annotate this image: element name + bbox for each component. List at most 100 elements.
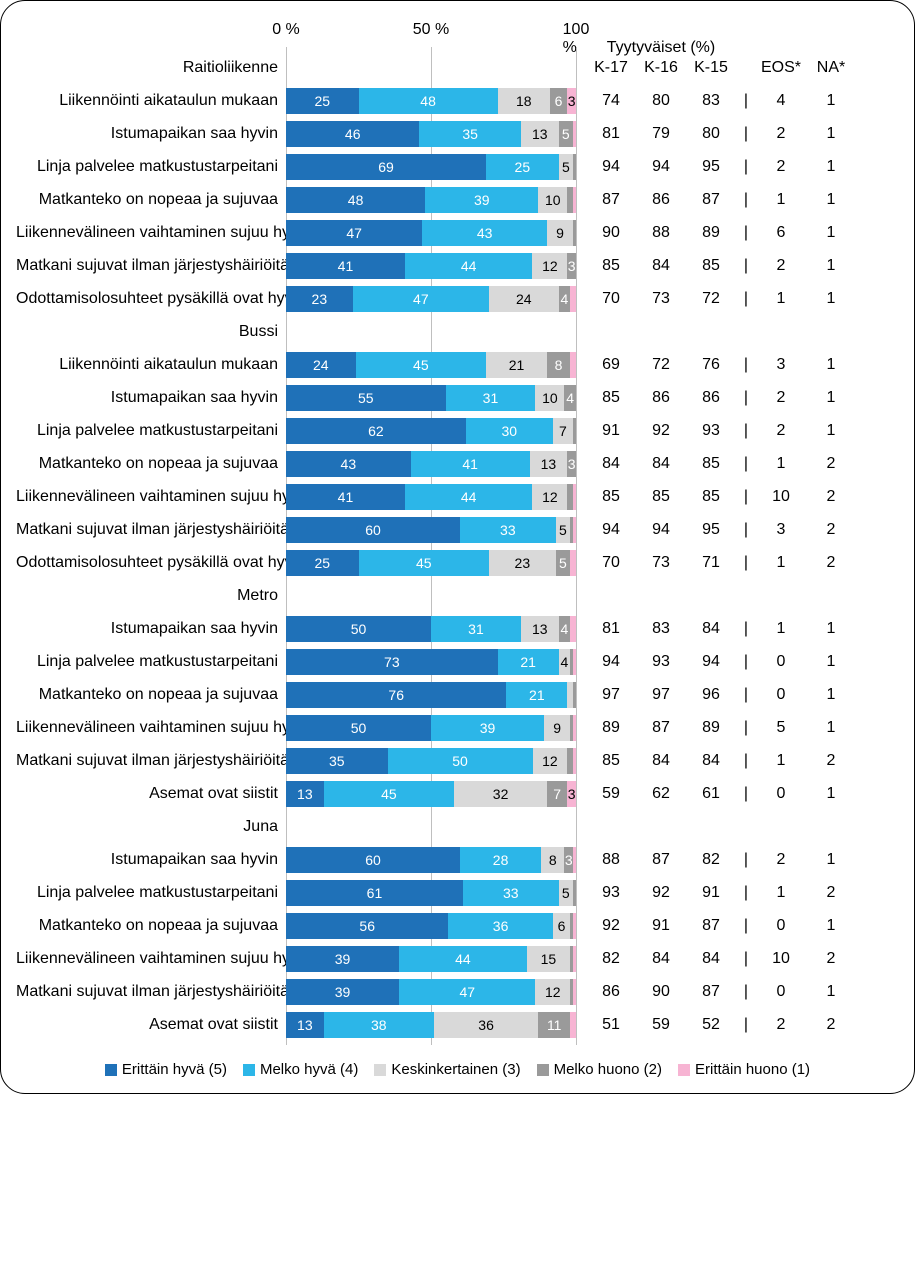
bar-cell: 5531104 — [286, 381, 576, 414]
stats-value: 82 — [686, 843, 736, 876]
stats-value: 89 — [686, 711, 736, 744]
stats-cell: 818384|11 — [576, 612, 915, 645]
stats-cell: 596261|01 — [576, 777, 915, 810]
stacked-bar: 13453273 — [286, 781, 576, 807]
axis-tick-label: 50 % — [413, 21, 449, 39]
stats-value: 92 — [636, 414, 686, 447]
stats-value: 1 — [806, 84, 856, 117]
bar-segment: 24 — [489, 286, 559, 312]
segment-value: 50 — [351, 621, 367, 637]
legend-item: Keskinkertainen (3) — [374, 1061, 520, 1078]
row-label: Matkanteko on nopeaa ja sujuvaa — [16, 447, 286, 480]
bar-segment: 50 — [286, 715, 431, 741]
stats-value: 80 — [636, 84, 686, 117]
bar-segment: 13 — [286, 781, 324, 807]
bar-cell: 61335 — [286, 876, 576, 909]
row-label: Matkani sujuvat ilman järjestyshäiriöitä — [16, 513, 286, 546]
segment-value: 35 — [462, 126, 478, 142]
stats-value: 94 — [686, 645, 736, 678]
bar-segment: 45 — [324, 781, 455, 807]
row-label: Linja palvelee matkustustarpeitani — [16, 645, 286, 678]
segment-value: 3 — [568, 258, 576, 274]
stats-value: 1 — [806, 909, 856, 942]
segment-value: 38 — [371, 1017, 387, 1033]
bar-segment: 28 — [460, 847, 541, 873]
segment-value: 13 — [532, 126, 548, 142]
stats-col-header: K-17 — [586, 59, 636, 77]
row-label: Liikennevälineen vaihtaminen sujuu hyvin — [16, 942, 286, 975]
bar-segment: 48 — [359, 88, 498, 114]
segment-value: 5 — [562, 885, 570, 901]
bar-segment: 41 — [286, 253, 405, 279]
segment-value: 6 — [555, 93, 563, 109]
stats-value: 1 — [756, 612, 806, 645]
segment-value: 32 — [493, 786, 509, 802]
stats-separator: | — [736, 645, 756, 678]
row-label: Liikennevälineen vaihtaminen sujuu hyvin — [16, 480, 286, 513]
segment-value: 43 — [341, 456, 357, 472]
stacked-bar: 4635135 — [286, 121, 576, 147]
stats-value: 94 — [636, 150, 686, 183]
stats-cell: 848485|12 — [576, 447, 915, 480]
bar-segment — [573, 748, 576, 774]
bar-segment: 11 — [538, 1012, 570, 1038]
bar-segment: 44 — [405, 253, 533, 279]
segment-value: 48 — [420, 93, 436, 109]
stats-cell: 878687|11 — [576, 183, 915, 216]
bar-segment: 15 — [527, 946, 571, 972]
segment-value: 45 — [381, 786, 397, 802]
stats-cell: 707372|11 — [576, 282, 915, 315]
bar-segment: 21 — [506, 682, 567, 708]
stats-value: 2 — [756, 249, 806, 282]
segment-value: 13 — [297, 786, 313, 802]
bar-segment: 41 — [286, 484, 405, 510]
stats-value: 6 — [756, 216, 806, 249]
stats-value: 2 — [806, 1008, 856, 1041]
legend-swatch — [243, 1064, 255, 1076]
bar-segment: 18 — [498, 88, 550, 114]
bar-cell: 483910 — [286, 183, 576, 216]
stats-separator: | — [736, 183, 756, 216]
stats-value: 85 — [686, 480, 736, 513]
row-label: Liikennöinti aikataulun mukaan — [16, 84, 286, 117]
row-label: Linja palvelee matkustustarpeitani — [16, 876, 286, 909]
segment-value: 48 — [348, 192, 364, 208]
segment-value: 3 — [565, 852, 573, 868]
stats-value: 3 — [756, 513, 806, 546]
segment-value: 31 — [468, 621, 484, 637]
stats-value: 2 — [756, 117, 806, 150]
stats-value: 10 — [756, 942, 806, 975]
bar-segment: 60 — [286, 847, 460, 873]
stats-cell: 858585|102 — [576, 480, 915, 513]
axis-tick-label: 0 % — [272, 21, 300, 39]
bar-segment: 76 — [286, 682, 506, 708]
bar-cell: 602883 — [286, 843, 576, 876]
stats-cell: 888782|21 — [576, 843, 915, 876]
bar-segment: 35 — [286, 748, 388, 774]
bar-segment: 12 — [533, 748, 568, 774]
bar-segment: 35 — [419, 121, 521, 147]
bar-segment: 13 — [521, 121, 559, 147]
segment-value: 76 — [388, 687, 404, 703]
stacked-bar: 355012 — [286, 748, 576, 774]
bar-cell: 47439 — [286, 216, 576, 249]
bar-cell: 56366 — [286, 909, 576, 942]
stats-separator: | — [736, 546, 756, 579]
segment-value: 39 — [335, 984, 351, 1000]
segment-value: 4 — [560, 654, 568, 670]
stats-cell: 858485|21 — [576, 249, 915, 282]
stacked-bar: 60335 — [286, 517, 576, 543]
stats-value: 85 — [586, 480, 636, 513]
legend-swatch — [537, 1064, 549, 1076]
bar-segment: 43 — [286, 451, 411, 477]
bar-segment — [570, 616, 576, 642]
stats-value: 91 — [586, 414, 636, 447]
segment-value: 3 — [568, 786, 576, 802]
stats-separator: | — [736, 975, 756, 1008]
bar-cell: 73214 — [286, 645, 576, 678]
stacked-bar: 4341133 — [286, 451, 576, 477]
bar-segment: 25 — [286, 88, 359, 114]
row-label: Istumapaikan saa hyvin — [16, 612, 286, 645]
bar-segment: 55 — [286, 385, 446, 411]
bar-segment: 69 — [286, 154, 486, 180]
